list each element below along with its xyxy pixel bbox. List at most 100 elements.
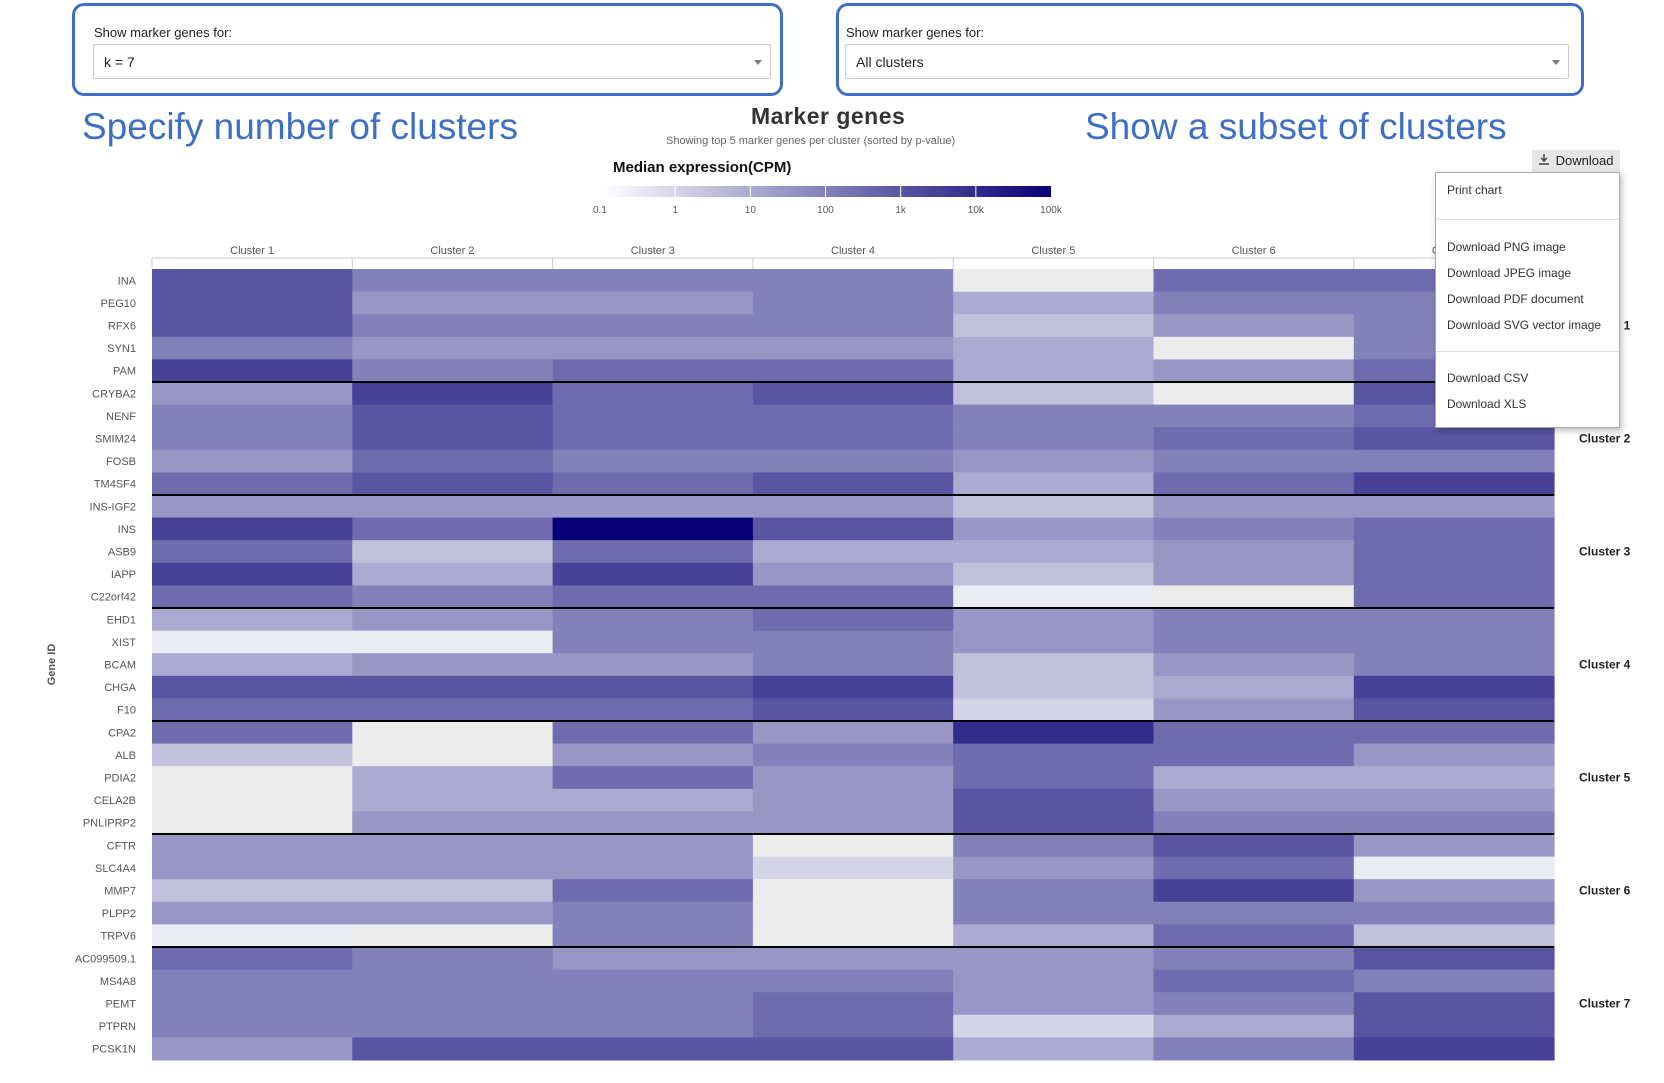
heatmap-cell xyxy=(152,562,353,586)
row-label: PCSK1N xyxy=(92,1044,136,1056)
heatmap-cell xyxy=(953,585,1154,609)
heatmap-cell xyxy=(352,721,554,745)
heatmap-cell xyxy=(1353,743,1555,767)
heatmap-cell xyxy=(552,585,754,609)
menu-item-download-pdf[interactable]: Download PDF document xyxy=(1447,292,1584,306)
heatmap-cell xyxy=(1153,404,1355,428)
column-label: Cluster 5 xyxy=(1031,245,1075,257)
group-label: Cluster 4 xyxy=(1579,658,1631,672)
heatmap-cell xyxy=(552,314,754,338)
heatmap-cell xyxy=(752,811,954,835)
heatmap-cell xyxy=(1153,879,1355,903)
heatmap-cell xyxy=(953,291,1154,315)
heatmap-cell xyxy=(352,449,554,473)
heatmap-cell xyxy=(752,449,954,473)
heatmap-cell xyxy=(1153,382,1355,406)
heatmap-cell xyxy=(352,495,554,519)
menu-item-download-png[interactable]: Download PNG image xyxy=(1447,240,1566,254)
heatmap-cell xyxy=(1153,540,1355,564)
heatmap-cell xyxy=(152,879,353,903)
heatmap-cell xyxy=(552,856,754,880)
heatmap-cell xyxy=(152,630,353,654)
heatmap-cell xyxy=(352,404,554,428)
colorbar-tick-label: 100k xyxy=(1040,205,1063,216)
row-label: TM4SF4 xyxy=(94,479,136,491)
legend-title: Median expression(CPM) xyxy=(613,159,792,176)
heatmap-cell xyxy=(1153,698,1355,722)
heatmap-cell xyxy=(953,653,1154,677)
heatmap-cell xyxy=(953,924,1154,948)
heatmap-cell xyxy=(1353,698,1555,722)
heatmap-cell xyxy=(152,336,353,360)
heatmap-cell xyxy=(1153,653,1355,677)
group-label: Cluster 6 xyxy=(1579,884,1631,898)
heatmap-cell xyxy=(1353,540,1555,564)
heatmap-cell xyxy=(752,675,954,699)
colorbar-tick-label: 0.1 xyxy=(593,205,607,216)
k-select[interactable]: k = 7 xyxy=(93,44,771,79)
heatmap-cell xyxy=(1353,608,1555,632)
heatmap-cell xyxy=(152,585,353,609)
row-label: PLPP2 xyxy=(102,908,136,920)
heatmap-cell xyxy=(1353,856,1555,880)
heatmap-cell xyxy=(352,608,554,632)
heatmap-cell xyxy=(352,698,554,722)
menu-item-download-jpeg[interactable]: Download JPEG image xyxy=(1447,266,1572,280)
heatmap-cell xyxy=(953,449,1154,473)
heatmap-cell xyxy=(152,1037,353,1061)
row-label: CPA2 xyxy=(108,727,136,739)
row-label: TRPV6 xyxy=(101,931,136,943)
heatmap-cell xyxy=(552,811,754,835)
heatmap-cell xyxy=(552,992,754,1016)
cluster-select[interactable]: All clusters xyxy=(845,44,1569,79)
download-button[interactable]: Download xyxy=(1532,150,1620,172)
heatmap-cell xyxy=(152,969,353,993)
heatmap-cell xyxy=(152,834,353,858)
heatmap-cell xyxy=(1353,517,1555,541)
heatmap-cell xyxy=(752,653,954,677)
heatmap-cell xyxy=(1153,675,1355,699)
heatmap-cell xyxy=(152,495,353,519)
row-label: INS xyxy=(118,524,136,536)
heatmap-cell xyxy=(752,359,954,383)
heatmap-cell xyxy=(352,834,554,858)
row-label: PTPRN xyxy=(99,1021,136,1033)
heatmap-cell xyxy=(752,947,954,971)
heatmap-cell xyxy=(953,788,1154,812)
heatmap-cell xyxy=(552,269,754,293)
heatmap-cell xyxy=(152,653,353,677)
heatmap-cell xyxy=(1153,608,1355,632)
menu-item-download-svg[interactable]: Download SVG vector image xyxy=(1447,318,1602,332)
heatmap-cell xyxy=(752,269,954,293)
heatmap-cell xyxy=(352,314,554,338)
heatmap-cell xyxy=(352,630,554,654)
heatmap-cell xyxy=(152,947,353,971)
row-label: CHGA xyxy=(104,682,136,694)
menu-item-print-chart[interactable]: Print chart xyxy=(1447,183,1502,197)
row-label: AC099509.1 xyxy=(75,953,136,965)
heatmap-cell xyxy=(1153,517,1355,541)
heatmap-cell xyxy=(953,675,1154,699)
heatmap-cell xyxy=(552,382,754,406)
heatmap-cell xyxy=(752,585,954,609)
heatmap-cell xyxy=(1353,992,1555,1016)
heatmap-cell xyxy=(953,359,1154,383)
heatmap-cell xyxy=(1353,1014,1555,1038)
download-button-label: Download xyxy=(1555,153,1614,168)
heatmap-cell xyxy=(552,359,754,383)
heatmap-cell xyxy=(752,427,954,451)
heatmap-cell xyxy=(752,969,954,993)
heatmap-cell xyxy=(552,336,754,360)
heatmap-cell xyxy=(352,811,554,835)
column-label: Cluster 1 xyxy=(230,245,274,257)
menu-item-download-csv[interactable]: Download CSV xyxy=(1447,371,1529,385)
column-label: Cluster 6 xyxy=(1232,245,1276,257)
chart-title: Marker genes xyxy=(751,103,906,129)
heatmap-cell xyxy=(752,1014,954,1038)
row-label: INA xyxy=(118,275,137,287)
row-label: PNLIPRP2 xyxy=(83,818,136,830)
heatmap-cell xyxy=(552,969,754,993)
heatmap-cell xyxy=(1353,901,1555,925)
menu-item-download-xls[interactable]: Download XLS xyxy=(1447,397,1527,411)
heatmap-cell xyxy=(152,472,353,496)
